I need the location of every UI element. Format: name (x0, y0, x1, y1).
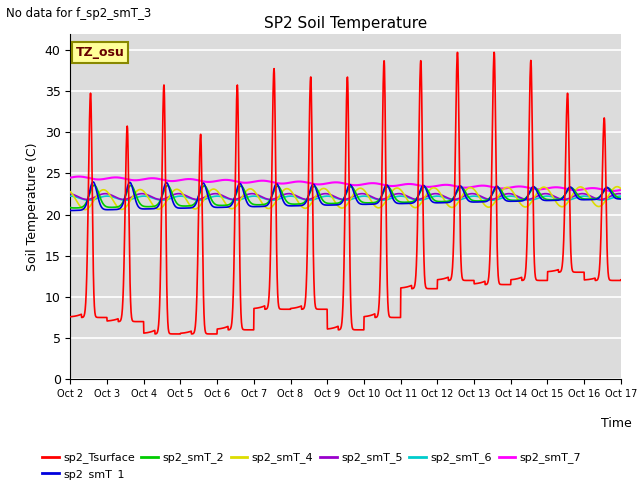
Legend: sp2_Tsurface, sp2_smT_1, sp2_smT_2, sp2_smT_4, sp2_smT_5, sp2_smT_6, sp2_smT_7: sp2_Tsurface, sp2_smT_1, sp2_smT_2, sp2_… (37, 448, 586, 480)
Text: No data for f_sp2_smT_3: No data for f_sp2_smT_3 (6, 7, 152, 20)
Text: Time: Time (601, 417, 632, 430)
Y-axis label: Soil Temperature (C): Soil Temperature (C) (26, 142, 39, 271)
Title: SP2 Soil Temperature: SP2 Soil Temperature (264, 16, 428, 31)
Text: TZ_osu: TZ_osu (76, 46, 125, 59)
